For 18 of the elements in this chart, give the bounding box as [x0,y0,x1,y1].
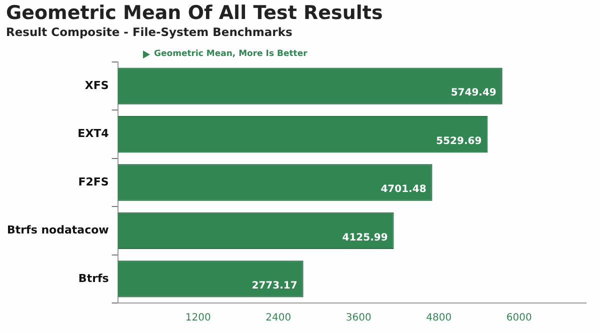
data-label: 5749.49 [450,88,496,99]
data-label: 4701.48 [380,184,426,196]
y-tick-label: Btrfs nodatacow [6,224,109,237]
x-tick-label: 4800 [426,312,452,324]
y-tick-label: F2FS [78,175,109,188]
chart-title: Geometric Mean Of All Test Results [6,2,383,24]
text: Geometric Mean, More Is Better [154,49,308,59]
y-tick-label: EXT4 [78,127,110,140]
chart-subtitle: Result Composite - File-System Benchmarks [6,25,292,39]
data-label: 2773.17 [252,280,298,292]
x-tick-label: 2400 [266,312,292,324]
data-label: 5529.69 [436,136,482,147]
x-tick-label: 3600 [346,312,372,324]
y-tick-label: Btrfs [78,272,110,285]
x-tick-label: 6000 [506,312,532,324]
data-label: 4125.99 [342,232,388,244]
y-tick-label: XFS [84,78,109,92]
x-tick-label: 1200 [185,312,211,324]
